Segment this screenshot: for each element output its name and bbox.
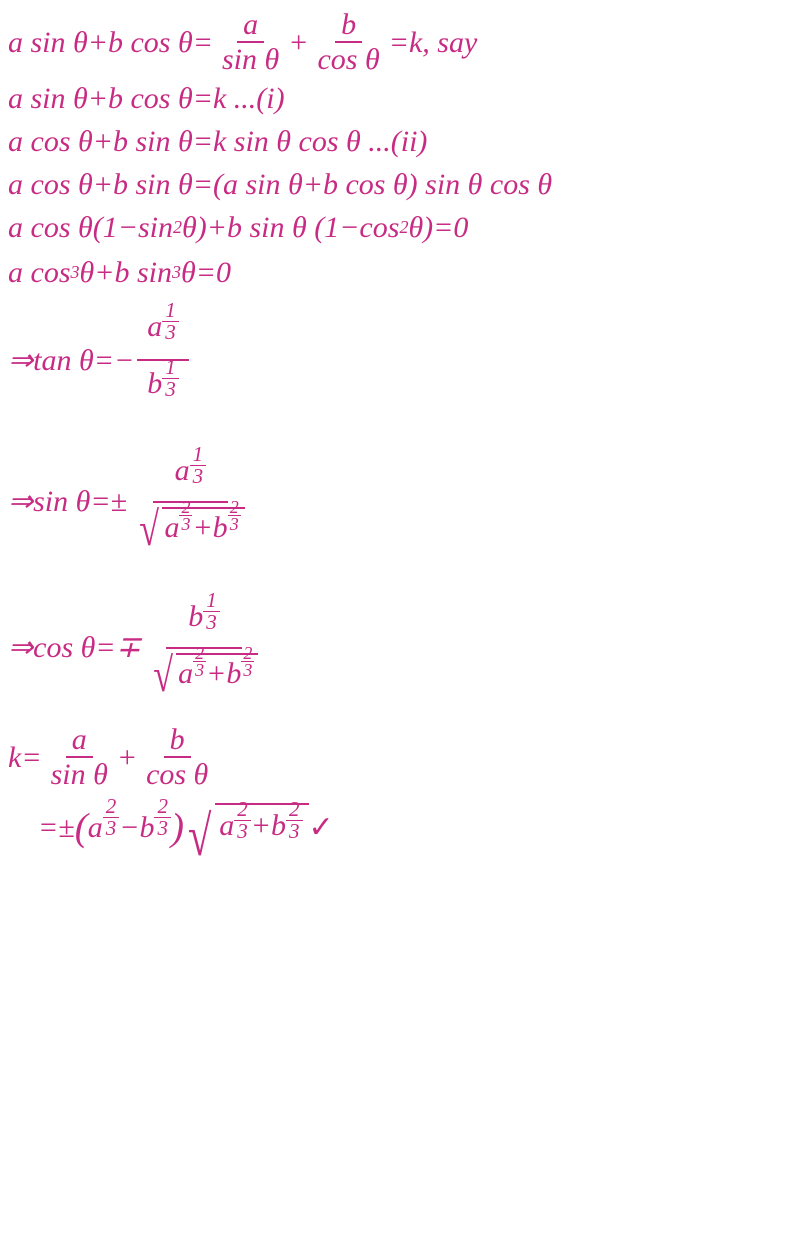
eq-line-6: a cos3 θ+b sin3 θ=0	[8, 256, 792, 289]
check-icon: ✓	[309, 811, 334, 844]
base: a	[219, 809, 234, 842]
exponent: 3	[71, 263, 80, 283]
exponent: 2	[173, 218, 182, 238]
exponent-frac: 23	[154, 796, 171, 839]
text: −b	[119, 811, 154, 844]
left-paren: (	[75, 810, 88, 845]
text: θ)+b sin θ (1−cos	[182, 211, 399, 244]
numerator: b	[335, 8, 362, 43]
text: a cos θ+b sin θ=k sin θ cos θ ...(ii)	[8, 125, 427, 158]
base: a	[88, 811, 103, 844]
exponent-frac: 13	[190, 444, 207, 487]
fraction: b cos θ	[140, 723, 214, 791]
denominator: cos θ	[140, 758, 214, 791]
radical-icon: √	[153, 662, 173, 691]
fraction: b cos θ	[311, 8, 385, 76]
text: θ)=0	[408, 211, 468, 244]
eq-line-9: ⇒cos θ=∓ b13 √ a23+b23	[8, 577, 792, 717]
eq-line-2: a sin θ+b cos θ=k ...(i)	[8, 82, 792, 115]
exponent: 3	[172, 263, 181, 283]
exponent-frac: 23	[179, 499, 192, 532]
exponent-frac: 13	[162, 357, 179, 400]
sqrt: √ a23+b23	[150, 653, 259, 690]
radical-icon: √	[139, 516, 159, 545]
base: a	[178, 657, 193, 690]
numerator: b13	[166, 596, 242, 649]
eq-line-3: a cos θ+b sin θ=k sin θ cos θ ...(ii)	[8, 125, 792, 158]
exponent-frac: 23	[103, 796, 120, 839]
base: b	[147, 367, 162, 400]
eq-line-8: ⇒sin θ=± a13 √ a23+b23	[8, 431, 792, 571]
base: a	[147, 310, 162, 343]
text: +b	[251, 809, 286, 842]
text: a sin θ+b cos θ=	[8, 26, 213, 59]
plus: +	[117, 741, 137, 774]
fraction: a13 √ a23+b23	[130, 450, 251, 552]
text: ⇒tan θ=−	[8, 344, 134, 377]
fraction: a sin θ	[45, 723, 114, 791]
plus: +	[288, 26, 308, 59]
exponent: 2	[399, 218, 408, 238]
eq-line-7: ⇒tan θ=− a13 b13	[8, 295, 792, 425]
denominator: √ a23+b23	[130, 503, 251, 552]
text: =k, say	[389, 26, 478, 59]
text: ⇒sin θ=±	[8, 485, 127, 518]
denominator: b13	[137, 361, 189, 416]
text: θ=0	[181, 256, 231, 289]
numerator: a	[237, 8, 264, 43]
text: +b	[192, 511, 227, 544]
exponent-frac: 23	[286, 799, 303, 842]
text: k=	[8, 741, 42, 774]
eq-line-4: a cos θ+b sin θ=(a sin θ+b cos θ) sin θ …	[8, 168, 792, 201]
fraction: b13 √ a23+b23	[144, 596, 265, 698]
radical-icon: √	[188, 821, 211, 852]
base: b	[188, 600, 203, 633]
eq-line-10: k= a sin θ + b cos θ	[8, 723, 792, 791]
denominator: sin θ	[45, 758, 114, 791]
sqrt: √ a23+b23	[184, 803, 309, 852]
text: a cos θ+b sin θ=(a sin θ+b cos θ) sin θ …	[8, 168, 552, 201]
text: a sin θ+b cos θ=k ...(i)	[8, 82, 285, 115]
denominator: sin θ	[216, 43, 285, 76]
radicand: a23+b23	[176, 653, 258, 690]
text: a cos θ(1−sin	[8, 211, 173, 244]
text: a cos	[8, 256, 71, 289]
exponent-frac: 23	[241, 645, 254, 678]
fraction: a sin θ	[216, 8, 285, 76]
exponent-frac: 13	[203, 590, 220, 633]
eq-line-1: a sin θ+b cos θ= a sin θ + b cos θ =k, s…	[8, 8, 792, 76]
numerator: b	[164, 723, 191, 758]
fraction: a13 b13	[137, 304, 189, 416]
text: θ+b sin	[80, 256, 173, 289]
denominator: cos θ	[311, 43, 385, 76]
eq-line-5: a cos θ(1−sin2 θ)+b sin θ (1−cos2 θ)=0	[8, 211, 792, 244]
text: =±	[38, 811, 75, 844]
denominator: √ a23+b23	[144, 649, 265, 698]
eq-line-11: =± ( a23 −b23 ) √ a23+b23 ✓	[38, 803, 792, 852]
exponent-frac: 23	[228, 499, 241, 532]
numerator: a13	[137, 304, 189, 361]
text: ⇒cos θ=∓	[8, 631, 141, 664]
sqrt: √ a23+b23	[136, 507, 245, 544]
exponent-frac: 23	[193, 645, 206, 678]
base: a	[175, 454, 190, 487]
exponent-frac: 13	[162, 300, 179, 343]
right-paren: )	[171, 810, 184, 845]
base: a	[164, 511, 179, 544]
radicand: a23+b23	[215, 803, 308, 852]
numerator: a13	[153, 450, 229, 503]
exponent-frac: 23	[234, 799, 251, 842]
numerator: a	[66, 723, 93, 758]
radicand: a23+b23	[162, 507, 244, 544]
text: +b	[206, 657, 241, 690]
